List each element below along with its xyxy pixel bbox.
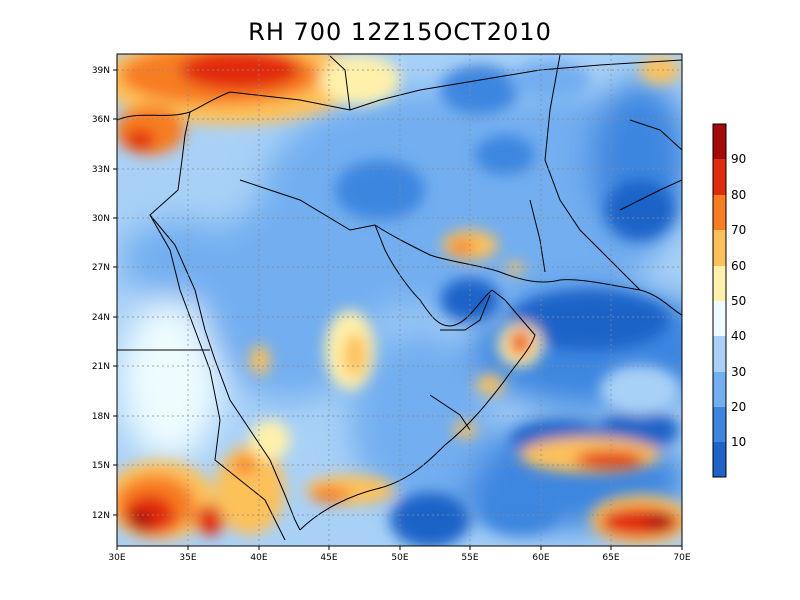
colorbar-label: 90 <box>731 152 746 166</box>
colorbar-swatch <box>713 159 726 195</box>
lat-tick-label: 12N <box>92 511 110 521</box>
humidity-field <box>117 54 682 546</box>
axis-ticks <box>113 69 683 550</box>
colorbar-label: 30 <box>731 365 746 379</box>
lat-tick-label: 30N <box>92 214 110 224</box>
colorbar-label: 40 <box>731 329 746 343</box>
lat-tick-label: 33N <box>92 165 110 175</box>
colorbar-swatch <box>713 336 726 372</box>
colorbar-label: 70 <box>731 223 746 237</box>
colorbar-swatch <box>713 301 726 336</box>
colorbar-swatch <box>713 442 726 477</box>
colorbar-swatch <box>713 230 726 266</box>
lon-tick-labels: 30E 35E 40E 45E 50E 55E 60E 65E 70E <box>108 553 690 563</box>
lat-tick-label: 39N <box>92 66 110 76</box>
lon-tick-label: 45E <box>320 553 337 563</box>
graticule <box>117 54 682 546</box>
lon-tick-label: 65E <box>602 553 619 563</box>
lon-tick-label: 50E <box>391 553 408 563</box>
map-title: RH 700 12Z15OCT2010 <box>248 18 552 46</box>
colorbar-label: 10 <box>731 435 746 449</box>
colorbar-swatch <box>713 266 726 301</box>
lon-tick-label: 40E <box>250 553 267 563</box>
lat-tick-label: 18N <box>92 412 110 422</box>
lat-tick-label: 24N <box>92 313 110 323</box>
lat-tick-label: 15N <box>92 461 110 471</box>
colorbar-label: 80 <box>731 188 746 202</box>
colorbar-swatch <box>713 195 726 230</box>
lat-tick-label: 27N <box>92 263 110 273</box>
lon-tick-label: 30E <box>108 553 125 563</box>
colorbar-label: 50 <box>731 294 746 308</box>
lon-tick-label: 35E <box>179 553 196 563</box>
lat-tick-label: 36N <box>92 115 110 125</box>
colorbar-frame <box>712 123 727 478</box>
lat-tick-label: 21N <box>92 362 110 372</box>
lon-tick-label: 55E <box>461 553 478 563</box>
lon-tick-label: 70E <box>673 553 690 563</box>
colorbar: 10 20 30 40 50 60 70 80 90 <box>712 123 746 478</box>
colorbar-label: 60 <box>731 259 746 273</box>
colorbar-label: 20 <box>731 400 746 414</box>
colorbar-swatch <box>713 407 726 442</box>
coastlines <box>117 54 682 541</box>
lon-tick-label: 60E <box>532 553 549 563</box>
lat-tick-labels: 12N 15N 18N 21N 24N 27N 30N 33N 36N 39N <box>92 66 110 521</box>
colorbar-swatch <box>713 124 726 159</box>
colorbar-swatch <box>713 372 726 407</box>
